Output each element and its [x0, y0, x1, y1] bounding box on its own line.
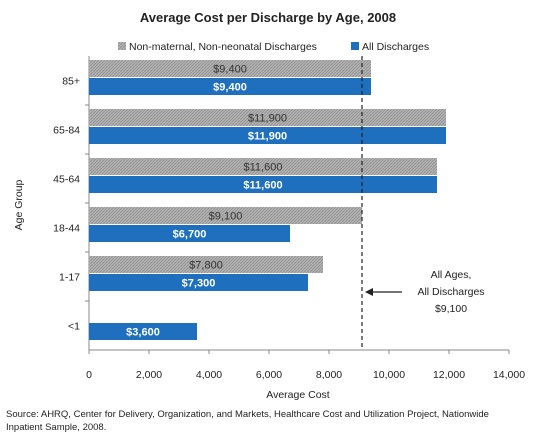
x-tick-label: 4,000: [196, 369, 222, 381]
x-axis-label: Average Cost: [266, 389, 330, 401]
bar-nonmaternal-85: [89, 60, 371, 77]
bar-all-discharges-18-44: [89, 225, 290, 242]
y-axis-label: Age Group: [13, 179, 25, 230]
reference-annotation-line: All Ages,: [431, 269, 472, 281]
x-tick-label: 10,000: [373, 369, 405, 381]
plot-area: 0 2,000 4,000 6,000 8,000 10,000 12,000 14,000 8…: [53, 56, 525, 381]
y-tick-label-85: 85+: [62, 76, 80, 88]
reference-annotation-line: $9,100: [435, 303, 467, 315]
legend-swatch-non-maternal-non-neonatal-discharges: [118, 42, 126, 50]
y-tick-label-1-17: 1-17: [59, 272, 80, 284]
data-label-nonmaternal-1-17: $7,800: [189, 260, 223, 272]
x-tick-label: 2,000: [136, 369, 162, 381]
x-tick-label: 6,000: [256, 369, 282, 381]
y-tick-label-45-64: 45-64: [53, 174, 80, 186]
data-label-nonmaternal-85: $9,400: [213, 64, 247, 76]
legend-swatch-all-discharges: [351, 42, 359, 50]
chart-title: Average Cost per Discharge by Age, 2008: [140, 10, 396, 25]
data-label-all-discharges-1: $3,600: [126, 327, 160, 339]
bar-all-discharges-45-64: [89, 176, 437, 193]
data-label-all-discharges-18-44: $6,700: [173, 229, 207, 241]
x-tick-label: 0: [86, 369, 92, 381]
data-label-nonmaternal-45-64: $11,600: [244, 162, 283, 174]
legend-label-non-maternal-non-neonatal-discharges: Non-maternal, Non-neonatal Discharges: [129, 41, 317, 53]
bar-nonmaternal-18-44: [89, 207, 362, 224]
bar-all-discharges-1: [89, 323, 197, 340]
bar-nonmaternal-1-17: [89, 256, 323, 273]
data-label-nonmaternal-18-44: $9,100: [209, 211, 243, 223]
data-label-all-discharges-85: $9,400: [213, 82, 247, 94]
data-label-all-discharges-1-17: $7,300: [182, 278, 216, 290]
data-label-all-discharges-65-84: $11,900: [248, 131, 287, 143]
bar-all-discharges-1-17: [89, 274, 308, 291]
bar-nonmaternal-45-64: [89, 158, 437, 175]
y-tick-label-18-44: 18-44: [53, 223, 80, 235]
y-tick-label-1: <1: [68, 321, 80, 333]
bar-all-discharges-85: [89, 78, 371, 95]
bar-all-discharges-65-84: [89, 127, 446, 144]
x-tick-label: 8,000: [316, 369, 342, 381]
bar-chart: Average Cost per Discharge by Age, 2008 …: [13, 10, 525, 401]
legend-label-all-discharges: All Discharges: [362, 41, 429, 53]
annotation-arrow-head: [365, 288, 373, 296]
data-label-all-discharges-45-64: $11,600: [243, 180, 282, 192]
reference-annotation-line: All Discharges: [417, 286, 484, 298]
y-tick-label-65-84: 65-84: [53, 125, 80, 137]
chart-legend: Non-maternal, Non-neonatal Discharges All…: [118, 41, 429, 53]
x-tick-label: 12,000: [433, 369, 465, 381]
source-note: Source: AHRQ, Center for Delivery, Organ…: [6, 409, 489, 433]
data-label-nonmaternal-65-84: $11,900: [248, 113, 287, 125]
x-tick-label: 14,000: [493, 369, 525, 381]
bar-nonmaternal-65-84: [89, 109, 446, 126]
